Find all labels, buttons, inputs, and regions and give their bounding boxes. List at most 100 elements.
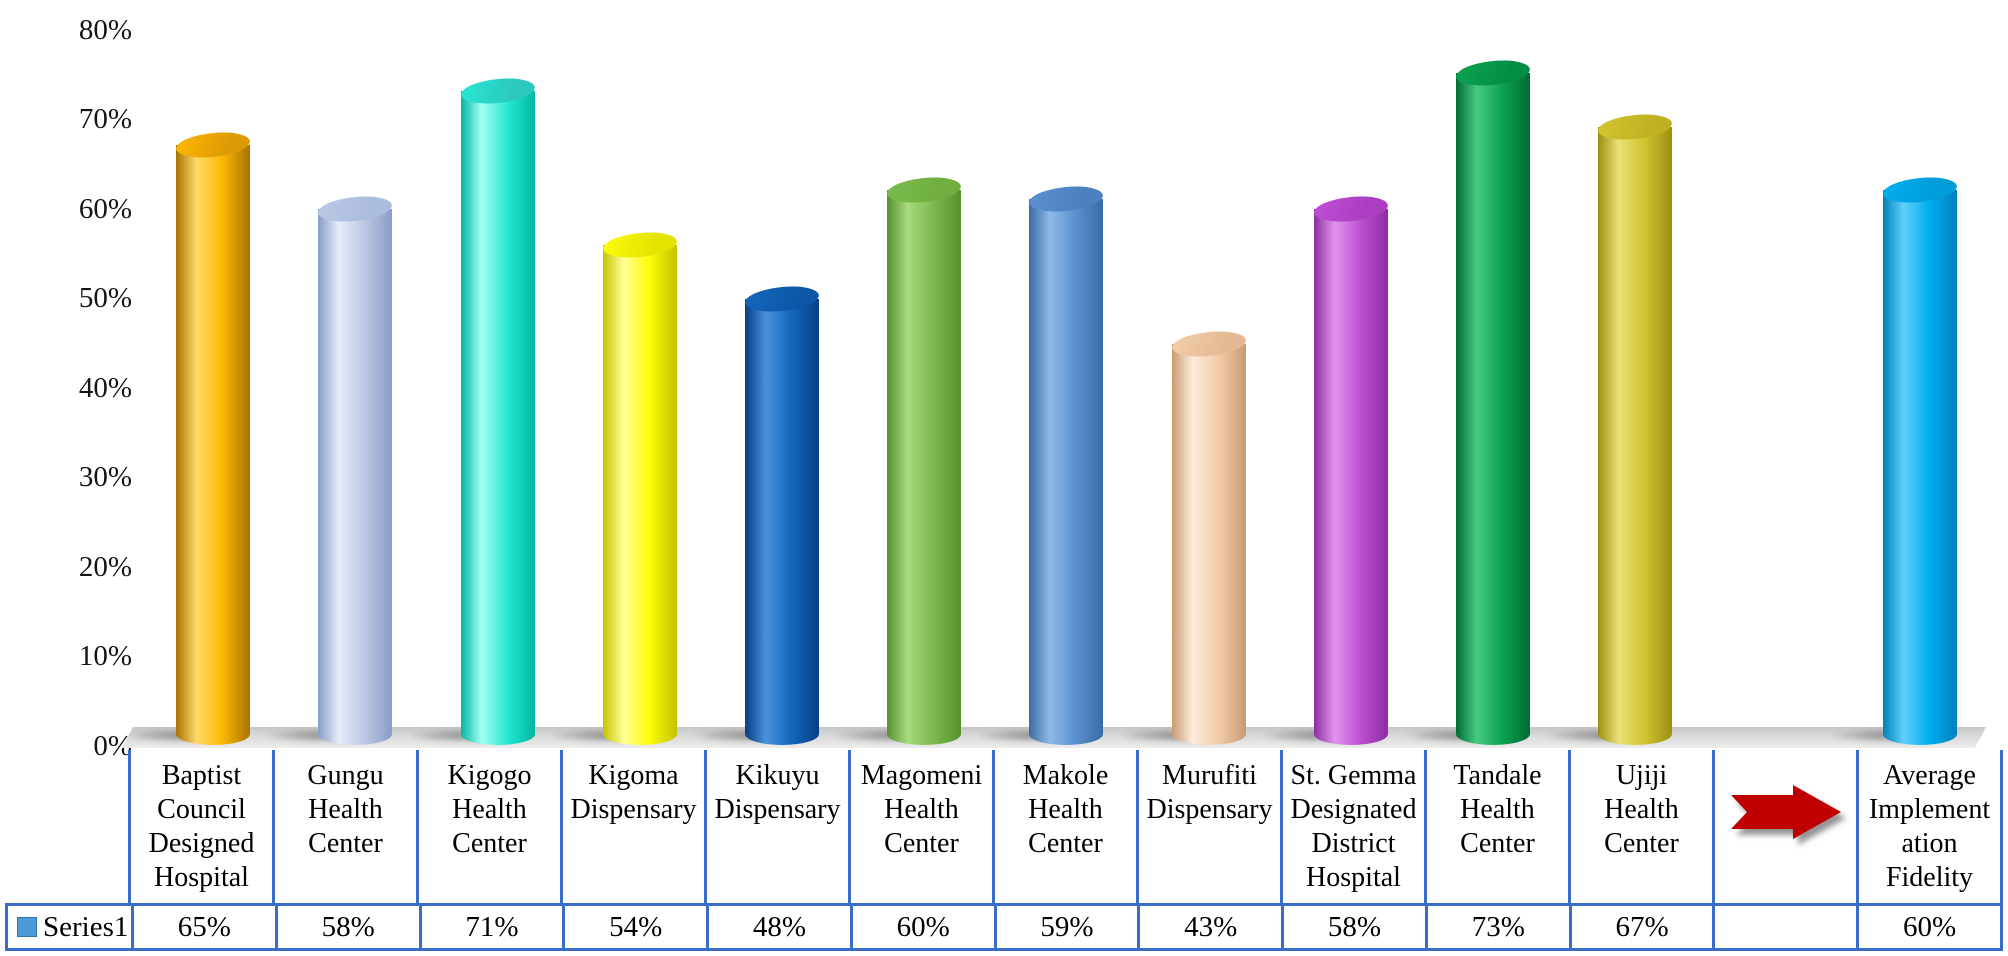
y-axis-tick: 70% bbox=[78, 103, 132, 136]
legend-cell: Series1 bbox=[8, 906, 131, 948]
category-label-ujiji-health-center: Ujiji Health Center bbox=[1568, 750, 1712, 906]
category-label-line: Center bbox=[452, 828, 527, 859]
table-value-baptist-council-designed-hospital: 65% bbox=[131, 906, 275, 948]
cylinder-body bbox=[1313, 208, 1388, 745]
category-label-line: Kigoma bbox=[588, 760, 679, 791]
category-label-line: Kigogo bbox=[447, 760, 532, 791]
category-label-line: District bbox=[1311, 828, 1396, 859]
bar-gungu-health-center bbox=[317, 192, 394, 745]
bar-ujiji-health-center bbox=[1597, 111, 1674, 745]
category-label-st-gemma-designated-district-hospital: St. Gemma Designated District Hospital bbox=[1280, 750, 1424, 906]
table-value-kigoma-dispensary: 54% bbox=[562, 906, 706, 948]
category-label-line: Dispensary bbox=[570, 794, 697, 825]
category-label-line: Ujiji bbox=[1615, 760, 1668, 791]
category-label-tandale-health-center: Tandale Health Center bbox=[1424, 750, 1568, 906]
category-label-line: Murufiti bbox=[1162, 760, 1257, 791]
category-label-kigogo-health-center: Kigogo Health Center bbox=[416, 750, 560, 906]
bar-baptist-council-designed-hospital bbox=[175, 129, 252, 745]
cylinder-body bbox=[887, 190, 962, 745]
category-label-line: Implement bbox=[1868, 794, 1991, 825]
category-label-line: Health bbox=[452, 794, 527, 825]
bar-kikuyu-dispensary bbox=[743, 283, 821, 745]
bar-tandale-health-center bbox=[1455, 56, 1532, 745]
y-axis-tick: 40% bbox=[78, 371, 132, 404]
cylinder-body bbox=[1882, 190, 1957, 745]
category-label-line: Average bbox=[1883, 760, 1976, 791]
category-label-line: St. Gemma bbox=[1290, 760, 1417, 791]
cylinder-body bbox=[1029, 199, 1104, 745]
category-label-murufiti-dispensary: Murufiti Dispensary bbox=[1136, 750, 1280, 906]
cylinder-body bbox=[1171, 344, 1246, 745]
cylinder-body bbox=[176, 145, 251, 745]
bar-magomeni-health-center bbox=[886, 174, 963, 745]
category-label-line: Center bbox=[1028, 828, 1103, 859]
y-axis-tick: 10% bbox=[78, 640, 132, 673]
category-label-line: Gungu bbox=[307, 760, 384, 791]
category-label-average-implement-ation-fidelity: Average Implement ation Fidelity bbox=[1856, 750, 2003, 906]
category-label-line: Designated bbox=[1290, 794, 1417, 825]
data-table-row: Series1 65% 58% 71% 54% 48% 60% 59% 43% 58% 73% 67… bbox=[5, 903, 2003, 951]
table-value-makole-health-center: 59% bbox=[993, 906, 1138, 948]
category-label-line: Baptist bbox=[161, 760, 242, 791]
bar-makole-health-center bbox=[1028, 183, 1105, 745]
category-label-line: Hospital bbox=[154, 862, 249, 893]
category-label-line: Center bbox=[1460, 828, 1535, 859]
category-label-line: Designed bbox=[148, 828, 255, 859]
series-marker-icon bbox=[17, 917, 37, 937]
table-value-gungu-health-center: 58% bbox=[274, 906, 419, 948]
y-axis-tick: 0% bbox=[93, 730, 132, 762]
category-label-line: Dispensary bbox=[714, 794, 841, 825]
category-label-line: Fidelity bbox=[1885, 862, 1974, 893]
category-label-kikuyu-dispensary: Kikuyu Dispensary bbox=[704, 750, 848, 906]
category-label-line: Hospital bbox=[1306, 862, 1401, 893]
bar-average-implementation-fidelity bbox=[1881, 174, 1958, 745]
category-label-line: Dispensary bbox=[1146, 794, 1273, 825]
category-label-line: Health bbox=[884, 794, 959, 825]
cylinder-body bbox=[1456, 72, 1531, 745]
bar-kigogo-health-center bbox=[459, 74, 536, 745]
category-label-empty bbox=[1712, 750, 1856, 906]
table-value-murufiti-dispensary: 43% bbox=[1137, 906, 1281, 948]
table-value-kigogo-health-center: 71% bbox=[418, 906, 563, 948]
category-label-line: Health bbox=[1604, 794, 1679, 825]
category-label-line: ation bbox=[1901, 828, 1958, 859]
category-label-line: Council bbox=[157, 794, 246, 825]
category-label-line: Health bbox=[1028, 794, 1103, 825]
cylinder-body bbox=[1598, 126, 1673, 745]
y-axis-tick: 50% bbox=[78, 282, 132, 315]
y-axis-tick: 80% bbox=[78, 13, 132, 46]
category-label-line: Magomeni bbox=[860, 760, 983, 791]
category-label-line: Health bbox=[1460, 794, 1535, 825]
y-axis-tick: 20% bbox=[78, 550, 132, 583]
y-axis-tick: 30% bbox=[78, 461, 132, 494]
table-value-kikuyu-dispensary: 48% bbox=[706, 906, 850, 948]
table-value-tandale-health-center: 73% bbox=[1424, 906, 1569, 948]
y-axis-tick: 60% bbox=[78, 192, 132, 225]
bar-kigoma-dispensary bbox=[601, 228, 678, 745]
table-value-magomeni-health-center: 60% bbox=[849, 906, 994, 948]
bar-st-gemma-designated-district-hospital bbox=[1312, 192, 1390, 745]
category-label-line: Center bbox=[308, 828, 383, 859]
category-label-line: Center bbox=[884, 828, 959, 859]
cylinder-body bbox=[745, 299, 820, 745]
red-right-arrow-icon bbox=[1715, 785, 1856, 848]
table-value-ujiji-health-center: 67% bbox=[1568, 906, 1713, 948]
category-label-line: Tandale bbox=[1453, 760, 1542, 791]
table-value-st-gemma-designated-district-hospital: 58% bbox=[1281, 906, 1425, 948]
cylinder-body bbox=[460, 90, 535, 745]
category-label-line: Center bbox=[1604, 828, 1679, 859]
cylinder-body bbox=[318, 208, 393, 745]
category-label-magomeni-health-center: Magomeni Health Center bbox=[848, 750, 992, 906]
category-label-line: Makole bbox=[1022, 760, 1109, 791]
category-label-baptist-council-designed-hospital: Baptist Council Designed Hospital bbox=[128, 750, 272, 906]
table-value-empty bbox=[1712, 906, 1856, 948]
category-label-line: Kikuyu bbox=[735, 760, 820, 791]
legend-label: Series1 bbox=[43, 910, 129, 943]
category-label-line: Health bbox=[308, 794, 383, 825]
bar-murufiti-dispensary bbox=[1170, 328, 1247, 745]
category-label-kigoma-dispensary: Kigoma Dispensary bbox=[560, 750, 704, 906]
category-label-gungu-health-center: Gungu Health Center bbox=[272, 750, 416, 906]
category-label-makole-health-center: Makole Health Center bbox=[992, 750, 1136, 906]
category-label-row: Baptist Council Designed Hospital Gungu Healt… bbox=[128, 750, 2003, 906]
